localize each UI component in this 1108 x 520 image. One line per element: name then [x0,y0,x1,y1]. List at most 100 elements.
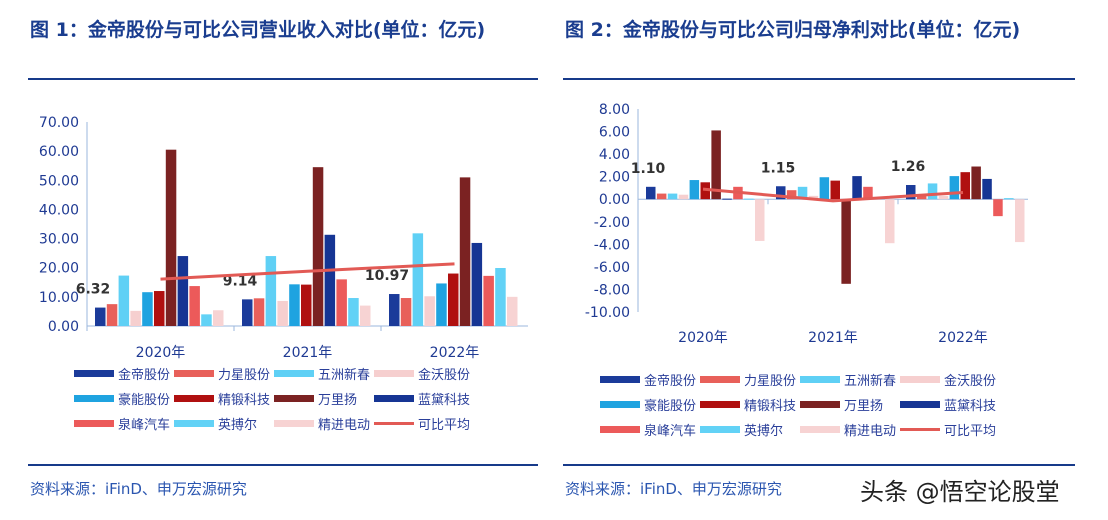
data-label: 1.10 [631,161,666,177]
y-tick-label: 70.00 [39,115,79,131]
legend-item: 英搏尔 [700,420,796,439]
legend-label: 豪能股份 [644,399,697,414]
bar-金帝股份 [95,307,106,326]
y-tick-label: -4.00 [594,237,630,253]
average-line [702,187,964,203]
y-tick-label: 0.00 [599,192,630,208]
chart2-legend: 金帝股份 力星股份 五洲新春 金沃股份 豪能股份 精锻科技 万里扬 蓝黛科技 泉峰汽车 英搏尔 精进… [600,370,996,439]
y-tick-label: -8.00 [594,282,630,298]
bar-力星股份 [656,193,667,200]
bar-豪能股份 [142,292,153,326]
legend-swatch [900,376,941,383]
legend-item: 英搏尔 [174,414,270,433]
legend-label: 力星股份 [218,368,271,383]
chart2-title: 图 2：金帝股份与可比公司归母净利对比(单位：亿元) [565,19,1021,41]
legend-label: 泉峰汽车 [118,418,171,433]
legend-item: 金帝股份 [600,370,696,389]
bar-力星股份 [786,190,797,200]
legend-item: 泉峰汽车 [600,420,696,439]
chart1-title: 图 1：金帝股份与可比公司营业收入对比(单位：亿元) [30,19,486,41]
legend-item: 可比平均 [374,414,470,433]
bar-金沃股份 [938,195,949,200]
bar-五洲新春 [412,233,424,326]
bar-金沃股份 [808,195,819,200]
legend-swatch [700,376,741,383]
bar-万里扬 [312,167,324,326]
chart1-legend: 金帝股份 力星股份 五洲新春 金沃股份 豪能股份 精锻科技 万里扬 蓝黛科技 泉峰汽车 英搏尔 精进… [74,364,470,433]
bar-精进电动 [1015,199,1025,243]
bar-金帝股份 [389,294,400,326]
legend-item: 力星股份 [174,364,270,383]
legend-label: 豪能股份 [118,393,171,408]
legend-swatch [600,401,640,408]
y-tick-label: 60.00 [39,144,79,160]
bar-力星股份 [916,195,927,200]
x-tick-label: 2022年 [938,330,988,346]
source-note: 资料来源：iFinD、申万宏源研究 [565,480,782,498]
bar-精进电动 [885,199,895,244]
legend-label: 泉峰汽车 [644,424,697,439]
bar-豪能股份 [289,284,300,326]
bar-金沃股份 [678,194,689,200]
legend-item: 豪能股份 [74,389,170,408]
bar-五洲新春 [118,275,130,326]
legend-item: 金沃股份 [900,370,996,389]
bar-万里扬 [459,177,471,326]
bar-金帝股份 [906,185,916,200]
bar-精进电动 [213,310,224,326]
legend-swatch [600,376,640,383]
data-label: 1.15 [761,160,796,176]
legend-label: 金帝股份 [644,374,697,389]
legend-swatch [700,401,741,408]
legend-swatch [174,420,215,427]
y-tick-label: 30.00 [39,232,79,248]
legend-swatch [274,370,315,377]
legend-label: 金沃股份 [418,368,471,383]
legend-swatch [74,370,114,377]
y-tick-label: 8.00 [599,102,630,118]
y-tick-label: 6.00 [599,125,630,141]
average-line [160,262,455,281]
y-tick-label: -2.00 [594,215,630,231]
legend-label: 可比平均 [944,424,997,439]
y-tick-label: 10.00 [39,290,79,306]
footer-divider [563,464,1075,466]
footer-divider [28,464,538,466]
bar-泉峰汽车 [189,286,200,326]
legend-label: 精锻科技 [218,393,271,408]
bar-万里扬 [165,149,177,326]
bar-万里扬 [841,199,851,284]
bar-泉峰汽车 [336,279,347,326]
legend-item: 金帝股份 [74,364,170,383]
bar-精进电动 [755,199,765,241]
legend-item: 精锻科技 [174,389,270,408]
legend-item: 可比平均 [900,420,996,439]
bar-蓝黛科技 [852,176,862,200]
legend-label: 五洲新春 [318,368,371,383]
y-tick-label: 2.00 [599,170,630,186]
bar-蓝黛科技 [324,234,336,326]
bar-豪能股份 [819,177,830,200]
y-tick-label: 40.00 [39,202,79,218]
bar-万里扬 [971,166,981,200]
bar-五洲新春 [667,193,678,200]
legend-swatch [374,370,415,377]
bar-英搏尔 [201,314,212,326]
legend-label: 蓝黛科技 [418,393,471,408]
legend-item: 泉峰汽车 [74,414,170,433]
legend-label: 金沃股份 [944,374,997,389]
legend-item: 豪能股份 [600,395,696,414]
bar-五洲新春 [797,186,808,200]
bar-精锻科技 [830,180,840,200]
bar-蓝黛科技 [471,242,483,326]
y-tick-label: 4.00 [599,147,630,163]
legend-label: 精进电动 [844,424,897,439]
legend-label: 五洲新春 [844,374,897,389]
y-tick-label: -6.00 [594,260,630,276]
legend-swatch [700,426,741,433]
bar-泉峰汽车 [483,275,494,326]
legend-swatch [900,401,941,408]
legend-swatch [800,426,841,433]
bar-蓝黛科技 [982,178,992,200]
